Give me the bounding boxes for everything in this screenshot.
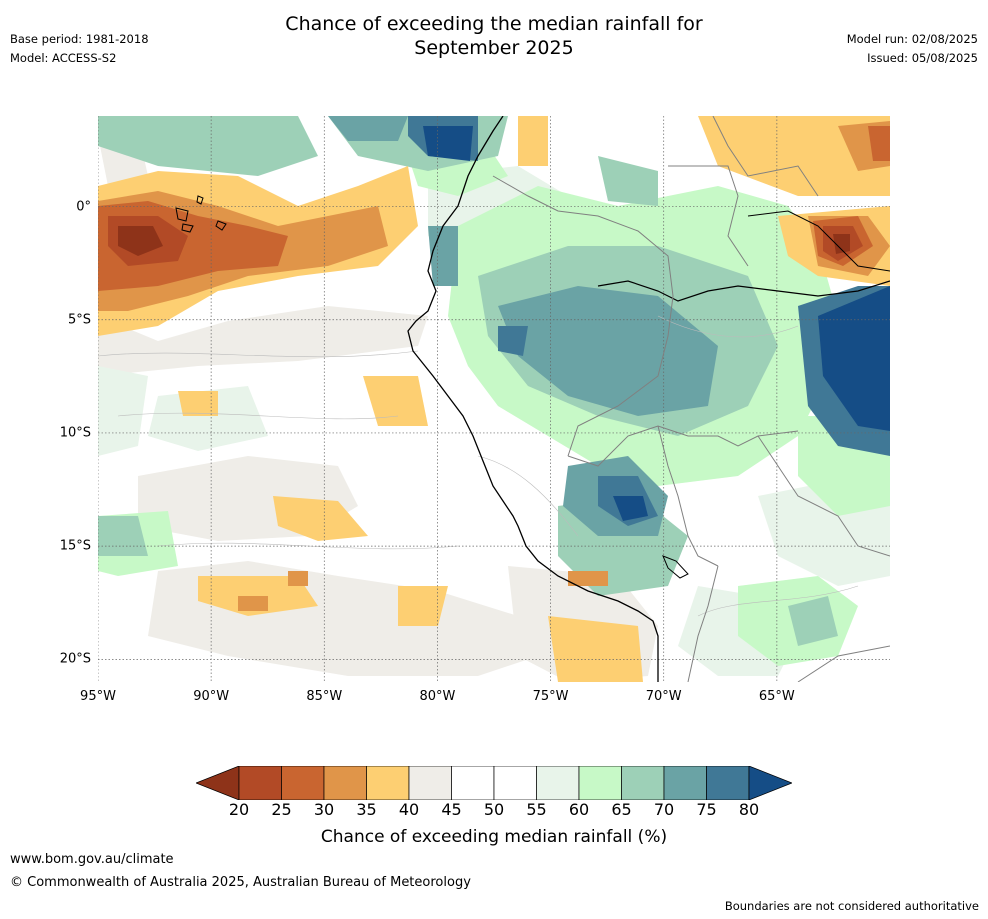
coastline (407, 116, 659, 682)
colorbar-tick-label: 80 (738, 800, 760, 819)
longitude-label: 95°W (80, 689, 116, 704)
colorbar-tick-label: 75 (696, 800, 717, 819)
amazon-river (597, 280, 890, 302)
colorbar-bin (281, 765, 325, 801)
longitude-label: 90°W (193, 689, 230, 704)
map-title: Chance of exceeding the median rainfall … (0, 12, 988, 60)
colorbar-tick-label: 60 (568, 800, 590, 819)
colorbar-tick-label: 65 (611, 800, 632, 819)
map-canvas (98, 116, 890, 682)
latitude-label: 20°S (59, 651, 91, 667)
colorbar-tick-label: 55 (526, 800, 547, 819)
colorbar-bin (706, 765, 750, 801)
colorbar-tick-label: 35 (356, 800, 377, 819)
colorbar-label: Chance of exceeding median rainfall (%) (320, 827, 668, 847)
meta-left: Base period: 1981-2018 Model: ACCESS-S2 (10, 30, 149, 68)
colorbar-swatches (195, 765, 793, 801)
amazon-tributary (747, 210, 890, 272)
colorbar-bin (493, 765, 537, 801)
colorbar-bin (238, 765, 282, 801)
colorbar-bin (366, 765, 410, 801)
colorbar-tick-label: 70 (653, 800, 675, 819)
latitude-label: 0° (76, 199, 91, 215)
longitude-label: 70°W (645, 689, 682, 704)
colorbar-tick-label: 50 (483, 800, 505, 819)
latitude-label: 15°S (59, 538, 91, 554)
rainfall-map (98, 116, 890, 682)
title-line-2: September 2025 (414, 37, 574, 59)
longitude-label: 80°W (419, 689, 456, 704)
longitude-label: 85°W (306, 689, 343, 704)
colorbar-tick-label: 25 (271, 800, 292, 819)
colorbar-bin (578, 765, 622, 801)
model-name: Model: ACCESS-S2 (10, 51, 117, 65)
colorbar-bin (663, 765, 707, 801)
colorbar-tick-label: 40 (398, 800, 420, 819)
colorbar-tick-label: 30 (313, 800, 335, 819)
base-period: Base period: 1981-2018 (10, 32, 149, 46)
footer-copyright: © Commonwealth of Australia 2025, Austra… (10, 875, 471, 890)
colorbar-bin (451, 765, 495, 801)
footer-disclaimer: Boundaries are not considered authoritat… (724, 899, 979, 913)
colorbar-bin (621, 765, 665, 801)
longitude-label: 65°W (758, 689, 795, 704)
model-run: Model run: 02/08/2025 (846, 32, 978, 46)
colorbar (195, 765, 793, 801)
colorbar-high-extension (748, 765, 793, 801)
footer-url[interactable]: www.bom.gov.au/climate (10, 852, 174, 867)
lake-titicaca (662, 555, 689, 579)
latitude-label: 10°S (59, 425, 91, 441)
title-line-1: Chance of exceeding the median rainfall … (285, 13, 703, 35)
colorbar-bin (536, 765, 580, 801)
colorbar-tick-label: 20 (228, 800, 250, 819)
country-borders (492, 116, 890, 682)
longitude-label: 75°W (532, 689, 569, 704)
colorbar-tick-label: 45 (441, 800, 462, 819)
issued-date: Issued: 05/08/2025 (867, 51, 978, 65)
galapagos-islands (175, 195, 227, 233)
colorbar-bin (323, 765, 367, 801)
colorbar-low-extension (195, 765, 240, 801)
latitude-label: 5°S (67, 312, 91, 328)
meta-right: Model run: 02/08/2025 Issued: 05/08/2025 (847, 30, 978, 68)
graticule (98, 116, 890, 682)
deep-blue-patches (423, 126, 890, 521)
colorbar-bin (408, 765, 452, 801)
deep-brown-patches (118, 226, 850, 256)
